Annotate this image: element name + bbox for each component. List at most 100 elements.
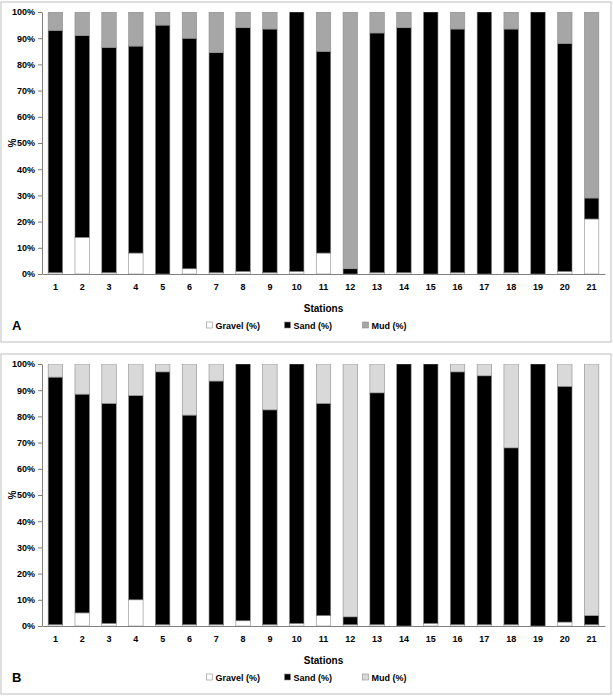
x-tick: 10 xyxy=(292,626,302,644)
x-tick: 13 xyxy=(372,274,382,292)
x-tick-label: 3 xyxy=(107,282,112,292)
y-tick-mark xyxy=(38,600,42,601)
bar-segment xyxy=(558,364,572,386)
x-tick: 8 xyxy=(241,626,246,644)
y-tick-label: 100% xyxy=(12,359,35,369)
x-tick-label: 4 xyxy=(133,634,138,644)
x-tick: 21 xyxy=(587,274,597,292)
bar-segment xyxy=(558,386,572,622)
bar-segment xyxy=(236,364,250,365)
bar-segment xyxy=(182,12,196,38)
y-tick-mark xyxy=(38,64,42,65)
x-tick: 14 xyxy=(399,626,409,644)
x-tick: 2 xyxy=(80,626,85,644)
bar-segment xyxy=(182,364,196,415)
figure: 0%10%20%30%40%50%60%70%80%90%100%1234567… xyxy=(0,0,613,696)
bar-segment xyxy=(450,372,464,625)
bar-segment xyxy=(289,12,303,13)
bar-segment xyxy=(316,51,330,253)
bar-segment xyxy=(102,623,116,626)
x-tick-label: 8 xyxy=(241,634,246,644)
bar-segment xyxy=(316,403,330,615)
y-tick: 10% xyxy=(17,595,42,605)
bar-segment xyxy=(155,372,169,625)
bar-segment xyxy=(343,269,357,274)
x-tick: 11 xyxy=(319,274,329,292)
bar-segment xyxy=(289,364,303,365)
y-tick-mark xyxy=(38,12,42,13)
bar-segment xyxy=(129,12,143,46)
legend: Gravel (%)Sand (%)Mud (%) xyxy=(207,321,407,331)
bar-segment xyxy=(477,376,491,625)
y-tick-mark xyxy=(38,91,42,92)
x-tick: 12 xyxy=(345,626,355,644)
bar-segment xyxy=(129,600,143,626)
panel-label: A xyxy=(12,318,22,333)
bar-segment xyxy=(423,623,437,626)
bar-segment xyxy=(102,47,116,272)
y-tick: 80% xyxy=(17,412,42,422)
bar-segment xyxy=(155,25,169,274)
bar-segment xyxy=(48,30,62,272)
bar-segment xyxy=(423,364,437,365)
panel: 0%10%20%30%40%50%60%70%80%90%100%1234567… xyxy=(1,354,611,694)
bar-segment xyxy=(423,12,437,274)
x-tick-label: 1 xyxy=(53,634,58,644)
x-tick: 15 xyxy=(426,274,436,292)
x-axis: 123456789101112131415161718192021 xyxy=(43,274,606,292)
y-tick-label: 40% xyxy=(17,165,35,175)
bar-segment xyxy=(129,364,143,395)
bar-segment xyxy=(531,12,545,13)
bar-segment xyxy=(477,12,491,13)
x-tick: 16 xyxy=(453,626,463,644)
x-tick: 17 xyxy=(479,626,489,644)
y-tick: 0% xyxy=(22,621,42,631)
y-tick-label: 30% xyxy=(17,191,35,201)
y-tick: 50% xyxy=(17,490,42,500)
x-tick-label: 12 xyxy=(345,282,355,292)
bar-segment xyxy=(343,364,357,617)
bar-segment xyxy=(182,415,196,625)
legend-label: Sand (%) xyxy=(294,321,333,331)
x-tick-label: 21 xyxy=(587,282,597,292)
x-tick: 8 xyxy=(241,274,246,292)
bar-segment xyxy=(531,364,545,365)
bar-segment xyxy=(397,28,411,273)
x-tick: 19 xyxy=(533,274,543,292)
x-tick-label: 21 xyxy=(587,634,597,644)
y-tick: 100% xyxy=(12,7,42,17)
y-tick: 20% xyxy=(17,569,42,579)
bar-segment xyxy=(48,377,62,625)
bar-segment xyxy=(584,12,598,198)
x-tick-label: 17 xyxy=(479,282,489,292)
bar-segment xyxy=(450,12,464,29)
y-tick: 70% xyxy=(17,86,42,96)
y-tick-mark xyxy=(38,443,42,444)
bar-segment xyxy=(289,12,303,271)
bar-segment xyxy=(397,12,411,28)
bar-segment xyxy=(182,269,196,274)
y-tick: 60% xyxy=(17,112,42,122)
x-tick: 3 xyxy=(107,626,112,644)
x-tick-label: 9 xyxy=(267,634,272,644)
bar-segment xyxy=(477,12,491,274)
y-tick-mark xyxy=(38,195,42,196)
legend-swatch xyxy=(363,322,369,328)
bar-segment xyxy=(558,622,572,626)
y-tick-label: 90% xyxy=(17,34,35,44)
x-tick: 5 xyxy=(160,626,165,644)
bar-segment xyxy=(236,28,250,272)
x-tick-label: 6 xyxy=(187,634,192,644)
x-tick: 6 xyxy=(187,274,192,292)
x-tick: 9 xyxy=(267,626,272,644)
bar-segment xyxy=(236,12,250,28)
bar-segment xyxy=(289,623,303,626)
bar-segment xyxy=(584,198,598,219)
y-tick-label: 20% xyxy=(17,569,35,579)
y-tick-mark xyxy=(38,274,42,275)
bar-segment xyxy=(209,53,223,273)
bar-segment xyxy=(370,33,384,273)
y-tick-label: 50% xyxy=(17,138,35,148)
panel-label: B xyxy=(12,670,21,685)
bar-segment xyxy=(558,271,572,274)
